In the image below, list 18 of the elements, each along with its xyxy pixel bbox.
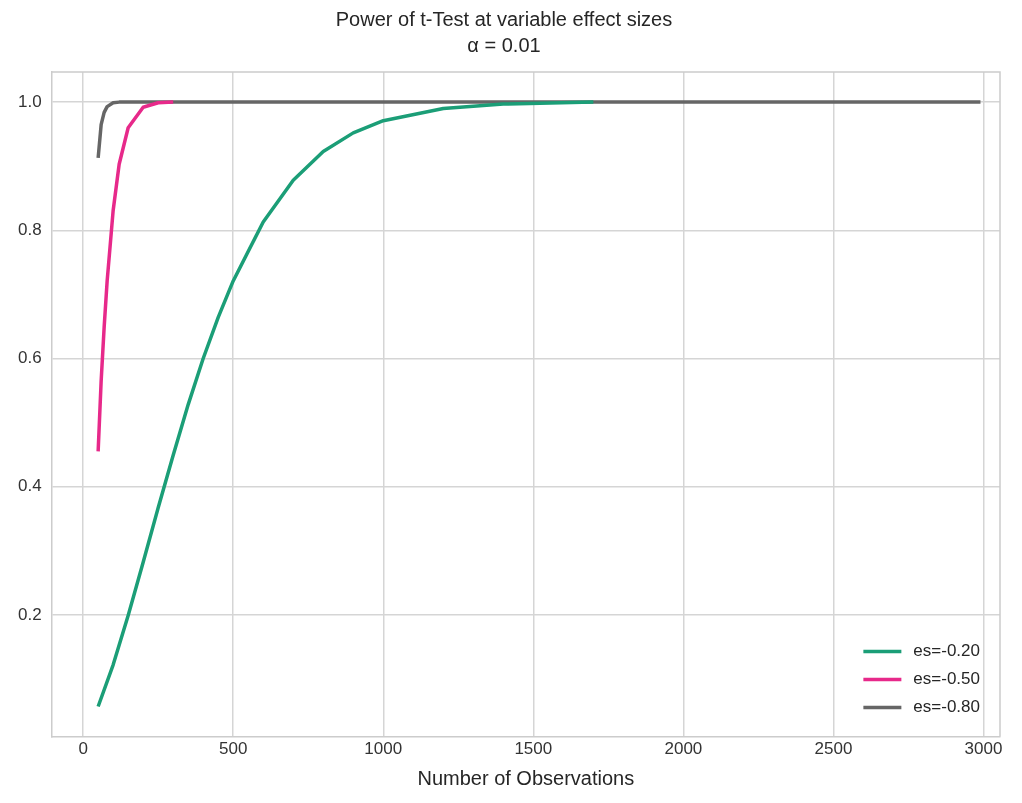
x-tick-label: 2000 — [664, 739, 703, 759]
y-tick-label: 0.8 — [17, 219, 42, 239]
x-tick-label: 500 — [219, 739, 248, 759]
chart-subtitle: α = 0.01 — [467, 33, 541, 56]
x-axis-title: Number of Observations — [417, 766, 635, 789]
y-tick-label: 1.0 — [17, 91, 42, 111]
y-tick-label: 0.2 — [17, 604, 42, 624]
x-tick-label: 3000 — [964, 739, 1003, 759]
x-tick-label: 0 — [78, 739, 88, 759]
y-tick-label: 0.6 — [17, 348, 42, 368]
legend-label: es=-0.20 — [913, 641, 981, 661]
legend-label: es=-0.80 — [913, 697, 981, 717]
chart-title: Power of t-Test at variable effect sizes — [335, 7, 673, 30]
x-tick-label: 2500 — [814, 739, 853, 759]
legend-label: es=-0.50 — [913, 669, 981, 689]
x-tick-label: 1500 — [514, 739, 553, 759]
x-tick-label: 1000 — [364, 739, 403, 759]
y-tick-label: 0.4 — [17, 476, 42, 496]
